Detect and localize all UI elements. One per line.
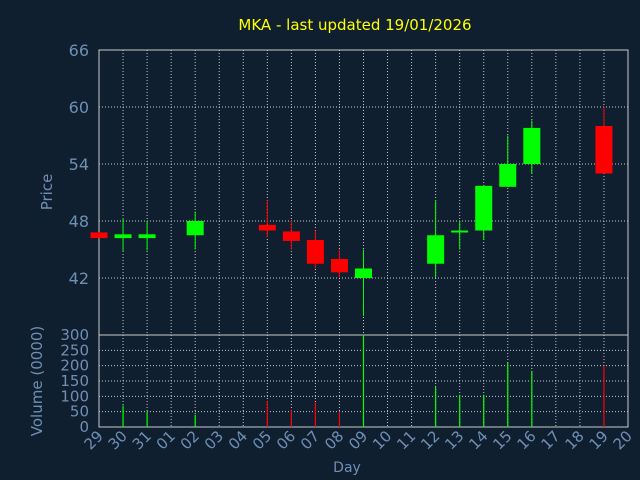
price-tick-label: 60 <box>69 98 89 117</box>
candle-body <box>499 164 517 187</box>
candle-body <box>186 221 204 236</box>
x-tick-label: 05 <box>249 427 275 453</box>
volume-tick-label: 200 <box>60 357 89 375</box>
candle-body <box>595 126 613 174</box>
x-tick-label: 17 <box>537 427 563 453</box>
price-axis-label: Price <box>38 174 56 211</box>
candle-body <box>306 240 324 264</box>
x-tick-label: 04 <box>225 427 251 453</box>
x-tick-label: 03 <box>201 427 227 453</box>
x-tick-label: 10 <box>369 427 395 453</box>
volume-tick-label: 150 <box>60 372 89 390</box>
x-axis-label: Day <box>333 460 361 476</box>
x-tick-label: 08 <box>321 427 347 453</box>
x-tick-label: 31 <box>129 427 155 453</box>
x-tick-label: 01 <box>153 427 179 453</box>
x-tick-label: 14 <box>465 427 491 453</box>
candle-body <box>114 234 132 239</box>
volume-tick-label: 250 <box>60 341 89 359</box>
candle-body <box>355 268 372 278</box>
x-tick-label: 11 <box>393 427 419 453</box>
x-tick-label: 13 <box>441 427 467 453</box>
candle-body <box>258 224 276 231</box>
x-tick-label: 06 <box>273 427 299 453</box>
candle-body <box>451 230 469 233</box>
x-tick-label: 19 <box>586 427 612 453</box>
candle-body <box>138 234 156 239</box>
volume-tick-label: 300 <box>60 326 89 344</box>
x-tick-label: 18 <box>562 427 588 453</box>
x-tick-label: 16 <box>513 427 539 453</box>
candle-body <box>523 127 541 164</box>
price-tick-label: 42 <box>69 269 89 288</box>
price-tick-label: 54 <box>69 155 89 174</box>
candle-body <box>475 185 493 231</box>
x-tick-label: 09 <box>345 427 371 453</box>
volume-axis-label: Volume (0000) <box>28 326 46 436</box>
volume-tick-label: 100 <box>60 387 89 405</box>
volume-series <box>122 335 605 427</box>
x-tick-label: 30 <box>105 427 131 453</box>
chart-title: MKA - last updated 19/01/2026 <box>238 16 471 34</box>
candle-body <box>330 259 348 273</box>
x-tick-labels: 2930310102030405060708091011121314151617… <box>81 427 636 453</box>
volume-tick-label: 0 <box>79 418 89 436</box>
x-tick-label: 07 <box>297 427 323 453</box>
price-tick-label: 66 <box>69 41 89 60</box>
candlestick-series <box>90 107 613 316</box>
price-tick-label: 48 <box>69 212 89 231</box>
candle-body <box>427 235 445 264</box>
x-tick-label: 12 <box>417 427 443 453</box>
x-tick-label: 20 <box>610 427 636 453</box>
x-tick-label: 02 <box>177 427 203 453</box>
volume-tick-label: 50 <box>70 403 89 421</box>
candle-body <box>90 232 108 239</box>
x-tick-label: 15 <box>489 427 515 453</box>
candle-body <box>282 231 300 241</box>
